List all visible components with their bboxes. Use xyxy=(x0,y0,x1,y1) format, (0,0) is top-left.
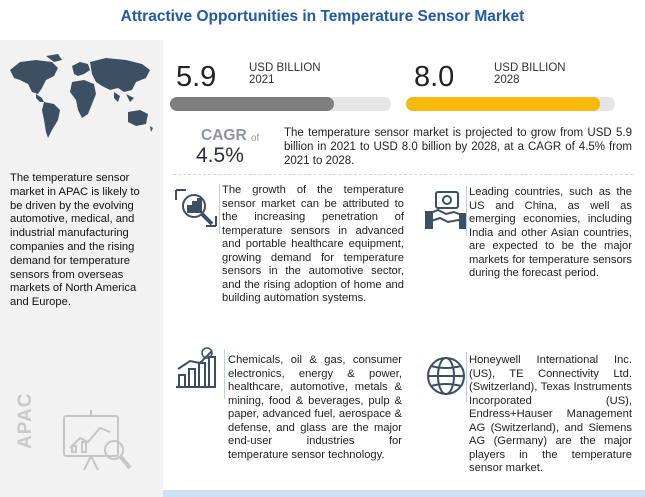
cagr-of: of xyxy=(251,133,260,144)
handshake-money-icon xyxy=(425,191,467,229)
card-accent-line xyxy=(219,184,220,234)
card-major-players: Honeywell International Inc. (US), TE Co… xyxy=(469,354,632,474)
card-growth-drivers: The growth of the temperature sensor mar… xyxy=(222,184,404,304)
unit-2028: USD BILLION xyxy=(494,62,566,74)
page-title: Attractive Opportunities in Temperature … xyxy=(120,8,525,25)
world-map-icon xyxy=(10,54,153,138)
section-divider xyxy=(173,174,633,175)
growth-chart-icon xyxy=(176,347,216,388)
globe-icon xyxy=(427,357,465,395)
year-2028: 2028 xyxy=(494,74,520,86)
magnifier-chart-icon xyxy=(175,189,217,227)
year-2021: 2021 xyxy=(249,74,275,86)
unit-2021: USD BILLION xyxy=(249,62,321,74)
bar-fill-2028 xyxy=(406,97,601,111)
bar-track-2021 xyxy=(170,97,391,111)
cagr-label: CAGR xyxy=(201,127,247,144)
card-leading-countries: Leading countries, such as the US and Ch… xyxy=(469,186,632,279)
bar-track-2028 xyxy=(406,97,615,111)
card-accent-line xyxy=(466,352,467,402)
card-end-user-industries: Chemicals, oil & gas, consumer electroni… xyxy=(228,354,402,461)
cagr-summary: The temperature sensor market is project… xyxy=(284,127,632,167)
card-accent-line xyxy=(224,349,225,399)
cagr-value: 4.5% xyxy=(196,144,244,167)
region-watermark: APAC xyxy=(15,392,36,449)
market-value-2021: 5.9 xyxy=(176,61,217,93)
analytics-board-icon xyxy=(63,410,132,471)
bar-fill-2021 xyxy=(170,97,334,111)
bottom-strip xyxy=(163,490,645,497)
region-description: The temperature sensor market in APAC is… xyxy=(10,172,140,309)
market-value-2028: 8.0 xyxy=(414,61,455,93)
card-accent-line xyxy=(466,186,467,236)
